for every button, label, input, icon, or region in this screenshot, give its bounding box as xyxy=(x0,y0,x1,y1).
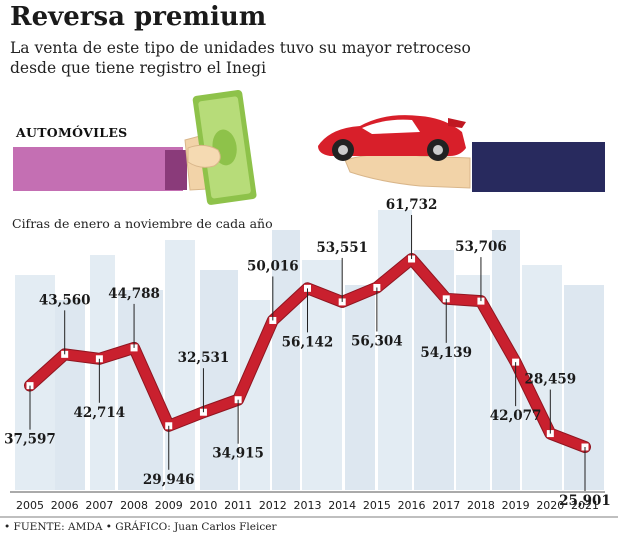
x-tick-label: 2012 xyxy=(259,499,287,512)
chart-title: Reversa premium xyxy=(10,2,267,32)
x-tick-label: 2010 xyxy=(189,499,217,512)
skyline-building xyxy=(55,300,85,500)
data-label: 44,788 xyxy=(108,286,160,302)
x-axis: 2005 2006 2007 2008 2009 2010 2011 2012 2013 2014… xyxy=(0,491,618,518)
data-label: 56,142 xyxy=(282,334,334,350)
data-label: 42,077 xyxy=(490,408,542,424)
x-tick-label: 2013 xyxy=(294,499,322,512)
data-label: 42,714 xyxy=(74,405,126,421)
data-label: 29,946 xyxy=(143,472,195,488)
x-tick-label: 2008 xyxy=(120,499,148,512)
data-label: 53,706 xyxy=(455,239,507,255)
x-tick-label: 2014 xyxy=(328,499,356,512)
x-tick-label: 2015 xyxy=(363,499,391,512)
x-tick-label: 2005 xyxy=(16,499,44,512)
chart-subtitle: La venta de este tipo de unidades tuvo s… xyxy=(10,39,471,77)
x-tick-label: 2018 xyxy=(467,499,495,512)
data-label: 34,915 xyxy=(212,446,264,462)
x-tick-label: 2017 xyxy=(432,499,460,512)
data-label: 37,597 xyxy=(4,432,56,448)
data-label: 32,531 xyxy=(178,350,230,366)
chart-source: • FUENTE: AMDA • GRÁFICO: Juan Carlos Fl… xyxy=(4,521,277,533)
skyline-building xyxy=(90,255,115,500)
skyline-building xyxy=(200,270,238,500)
data-label: 28,459 xyxy=(524,372,576,388)
x-tick-label: 2019 xyxy=(502,499,530,512)
skyline-building xyxy=(272,230,300,500)
skyline-building xyxy=(345,285,375,500)
data-label: 61,732 xyxy=(386,197,438,213)
data-label: 50,016 xyxy=(247,258,299,274)
data-label: 43,560 xyxy=(39,292,91,308)
skyline-building xyxy=(564,285,604,500)
money-hand-icon xyxy=(13,90,257,205)
data-label: 56,304 xyxy=(351,333,403,349)
data-label: 25,901 xyxy=(559,493,611,509)
x-tick-label: 2020 xyxy=(536,499,564,512)
car-hand-icon xyxy=(318,115,605,192)
data-labels: 37,597 43,560 42,714 44,788 29,946 32,531 34,9… xyxy=(4,197,611,509)
skyline-background xyxy=(0,210,618,520)
chart-note: Cifras de enero a noviembre de cada año xyxy=(12,216,273,231)
skyline-building xyxy=(165,240,195,500)
x-tick-label: 2021 xyxy=(571,499,599,512)
x-tick-label: 2011 xyxy=(224,499,252,512)
data-label: 53,551 xyxy=(316,240,368,256)
skyline-building xyxy=(378,210,412,500)
x-tick-label: 2006 xyxy=(51,499,79,512)
x-tick-label: 2016 xyxy=(398,499,426,512)
x-tick-label: 2007 xyxy=(85,499,113,512)
data-label: 54,139 xyxy=(420,345,472,361)
section-label: AUTOMÓVILES xyxy=(16,125,128,140)
x-tick-label: 2009 xyxy=(155,499,183,512)
